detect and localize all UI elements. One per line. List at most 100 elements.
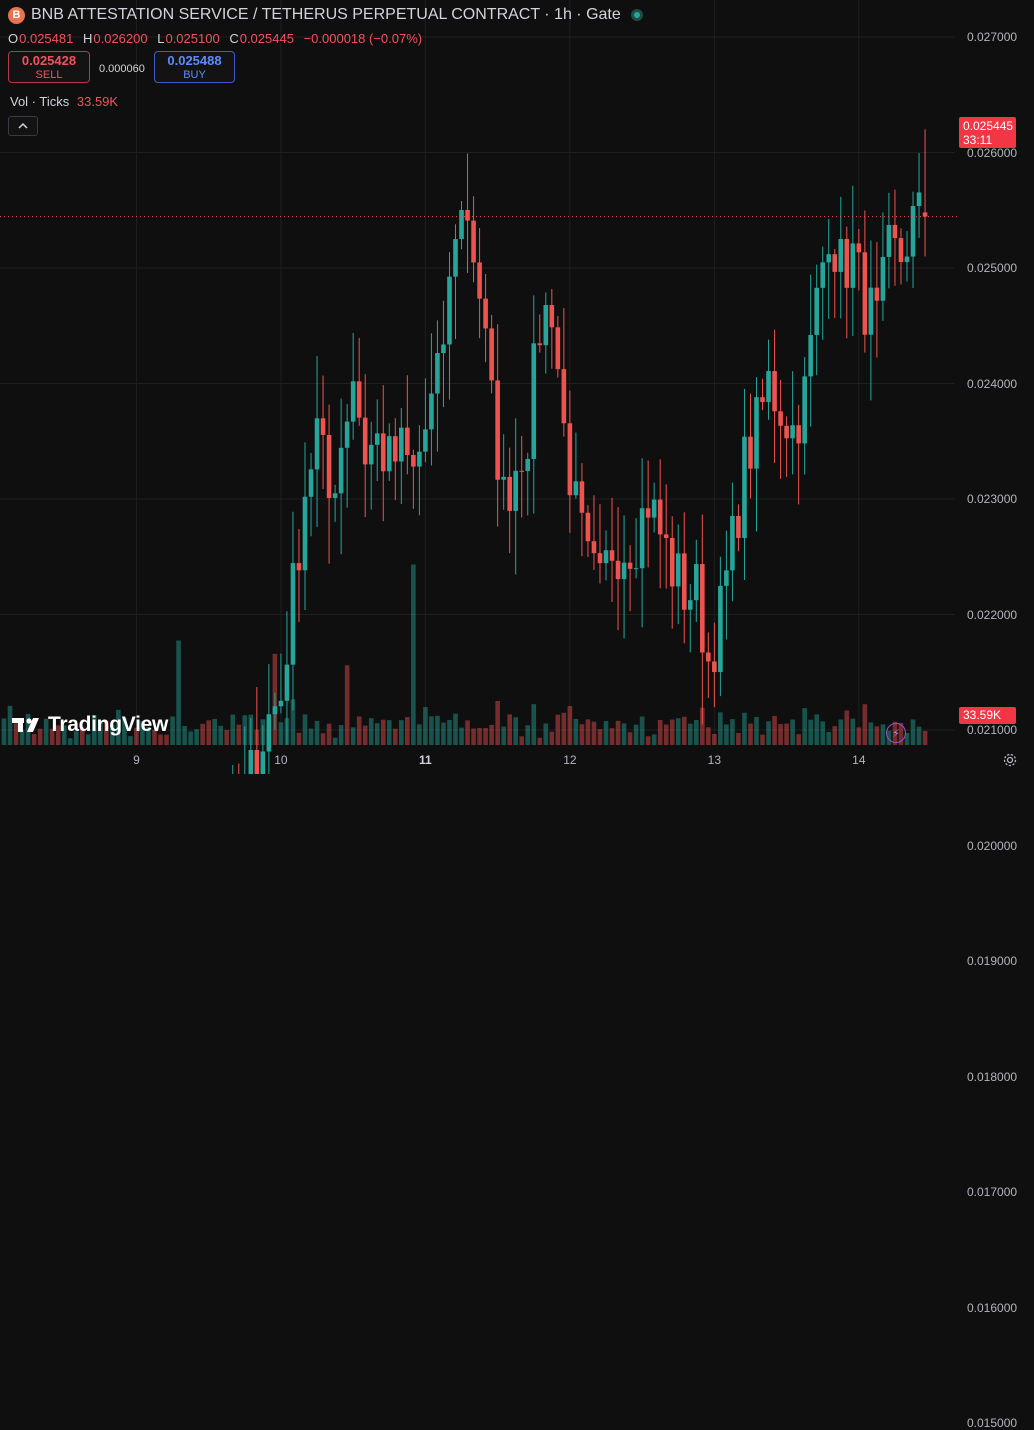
high-value: 0.026200 <box>93 31 148 46</box>
volume-bar <box>1 718 7 745</box>
volume-bar <box>525 725 531 745</box>
volume-bar <box>567 706 573 745</box>
volume-bar <box>98 720 103 745</box>
candle-body <box>543 305 549 346</box>
volume-bar <box>706 727 711 745</box>
volume-bar <box>224 729 230 745</box>
volume-bar <box>194 729 199 745</box>
candle-body <box>645 508 651 518</box>
volume-bar <box>374 723 380 745</box>
time-axis-label: 10 <box>274 753 288 767</box>
candle-body <box>706 652 711 662</box>
candle-body <box>681 553 687 610</box>
volume-bar <box>393 728 398 745</box>
volume-bar <box>543 723 549 745</box>
gear-icon <box>1003 753 1017 767</box>
volume-bar <box>302 714 308 745</box>
settings-gear-icon[interactable] <box>1000 750 1020 770</box>
volume-bar <box>633 724 639 745</box>
volume-bar <box>7 705 13 745</box>
volume-bar <box>429 716 434 745</box>
volume-bar <box>621 723 627 745</box>
volume-bar <box>37 728 43 745</box>
volume-bar <box>73 731 79 745</box>
volume-bar <box>128 736 133 745</box>
volume-bar <box>368 718 374 745</box>
candle-body <box>537 343 543 346</box>
volume-legend[interactable]: Vol · Ticks 33.59K <box>10 94 118 109</box>
symbol-title[interactable]: BNB ATTESTATION SERVICE / TETHERUS PERPE… <box>31 6 621 23</box>
volume-bar <box>844 710 850 745</box>
candle-body <box>633 568 639 570</box>
volume-bar <box>380 719 386 745</box>
candle-body <box>362 417 368 465</box>
chart-header: B BNB ATTESTATION SERVICE / TETHERUS PER… <box>8 6 643 24</box>
volume-bar <box>675 718 681 745</box>
volume-bar <box>320 733 326 745</box>
candle-body <box>856 243 862 253</box>
volume-bar <box>603 721 609 745</box>
tradingview-logo[interactable]: TradingView <box>12 713 168 737</box>
volume-bar <box>13 723 19 745</box>
volume-bar <box>778 724 783 745</box>
candle-body <box>603 550 609 564</box>
volume-bar <box>350 727 356 745</box>
candle-body <box>615 560 621 580</box>
candle-body <box>344 421 350 448</box>
volume-bar <box>236 724 242 745</box>
volume-bar <box>411 564 416 745</box>
price-axis-label: 0.018000 <box>967 1069 1018 1084</box>
volume-bar <box>730 719 735 745</box>
candle-body <box>591 541 597 554</box>
volume-bar <box>423 707 428 745</box>
candle-body <box>471 220 476 263</box>
volume-bar <box>669 719 675 745</box>
volume-bar <box>152 729 157 745</box>
volume-bar <box>122 718 127 745</box>
candle-body <box>260 751 266 774</box>
candle-body <box>778 411 783 426</box>
candle-body <box>880 256 886 301</box>
volume-bar <box>158 734 163 745</box>
candle-body <box>525 458 531 472</box>
sell-button[interactable]: 0.025428 SELL <box>8 51 90 83</box>
volume-bar <box>140 721 145 745</box>
change-value: −0.000018 (−0.07%) <box>303 31 423 46</box>
volume-bar <box>832 726 838 745</box>
candle-body <box>272 706 278 715</box>
volume-bar <box>19 729 25 745</box>
exchange-logo-icon: B <box>8 6 25 24</box>
candle-body <box>832 254 838 272</box>
volume-bar <box>92 715 97 745</box>
volume-bar <box>850 718 856 745</box>
collapse-legend-button[interactable] <box>8 116 38 136</box>
volume-bar <box>435 715 440 745</box>
price-axis-label: 0.015000 <box>967 1416 1018 1430</box>
lightning-icon[interactable]: ⚡ <box>886 723 906 743</box>
candle-body <box>627 562 633 569</box>
candle-body <box>730 515 735 571</box>
volume-bar <box>814 714 819 745</box>
candle-body <box>447 276 452 345</box>
volume-bar <box>206 720 211 745</box>
candle-body <box>441 344 446 354</box>
candle-body <box>435 353 440 394</box>
volume-bar <box>874 726 880 745</box>
volume-bar <box>808 719 813 745</box>
volume-bar <box>718 712 723 745</box>
candle-body <box>423 429 428 452</box>
volume-bar <box>573 718 579 745</box>
candle-body <box>393 436 398 462</box>
price-axis-label: 0.020000 <box>967 838 1018 853</box>
buy-button[interactable]: 0.025488 BUY <box>154 51 235 83</box>
volume-bar <box>79 726 85 745</box>
market-open-icon <box>630 9 643 21</box>
candle-body <box>290 563 296 665</box>
candle-body <box>820 262 826 288</box>
tradingview-wordmark: TradingView <box>48 713 169 736</box>
candle-body <box>459 210 464 240</box>
volume-bar <box>146 726 151 745</box>
candlestick-chart[interactable] <box>0 0 1034 774</box>
candle-body <box>495 380 500 480</box>
candle-body <box>886 224 892 257</box>
